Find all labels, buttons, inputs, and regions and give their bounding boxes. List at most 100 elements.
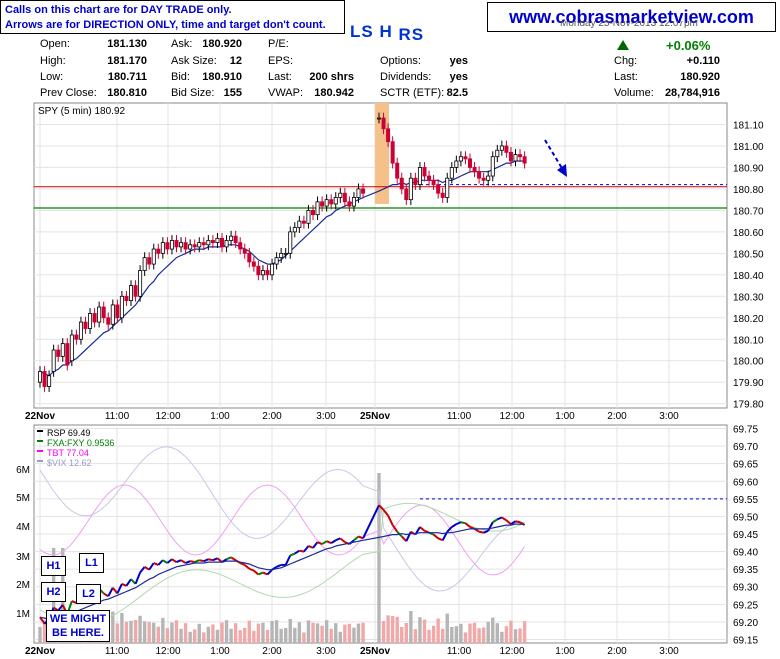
rsp-segment (226, 556, 232, 561)
dividends-value: yes (449, 71, 468, 83)
rsp-segment (478, 530, 484, 534)
price-y-tick-label: 181.10 (733, 120, 764, 131)
rsp-segment (216, 557, 223, 563)
price-y-ticks: 181.10 181.00 180.90 180.80 180.70 180.60 180.… (733, 120, 764, 410)
volume-bar (206, 626, 211, 643)
breadth-grid (34, 425, 727, 643)
candle-body (110, 304, 115, 325)
candle-body (38, 371, 43, 383)
volume-bar (477, 628, 481, 643)
breadth-y-ticks: 69.75 69.70 69.65 69.60 69.55 69.50 69.45 69.40… (733, 425, 758, 647)
candle-body (179, 242, 184, 248)
candle-body (47, 375, 52, 387)
price-x-tick-label: 25Nov (360, 411, 390, 422)
site-url[interactable]: www.cobrasmarketview.com (487, 2, 776, 32)
volume-bar (233, 623, 238, 643)
candle-body (513, 154, 518, 162)
ticker-label: LS H RS (350, 22, 424, 44)
price-y-tick-label: 180.80 (733, 185, 764, 196)
volume-bar (243, 627, 247, 643)
volume-bar (133, 620, 138, 643)
candle-body (413, 177, 418, 186)
rsp-segment (289, 552, 296, 557)
candle-body (256, 265, 261, 276)
legend-swatch (37, 440, 43, 442)
bid-size-label: Bid Size: (171, 87, 215, 99)
volume-bar (238, 630, 242, 643)
change-percent: +0.06% (666, 38, 711, 53)
price-x-tick-label: 2:00 (262, 411, 282, 422)
open-label: Open: (40, 38, 70, 50)
rsp-segment (496, 516, 503, 521)
breadth-y-tick-label: 69.55 (733, 495, 758, 506)
volume-bar (174, 620, 179, 643)
candle-body (356, 188, 361, 198)
rsp-segment (171, 558, 178, 563)
tbt-line (39, 484, 526, 576)
volume-bar (115, 623, 120, 643)
candle-body (486, 175, 491, 181)
sctr-value: 82.5 (446, 87, 468, 99)
rsp-segment (148, 562, 155, 571)
rsp-segment (378, 504, 385, 511)
volume-bar (252, 630, 256, 643)
volume-bar (409, 611, 413, 643)
last2-label: Last: (614, 71, 638, 83)
rsp-segment (39, 616, 46, 625)
rsp-segment (294, 549, 300, 555)
candle-body (88, 313, 93, 329)
volume-bar (279, 628, 283, 643)
volume-bar (463, 632, 468, 643)
volume-y-ticks: 6M 5M 4M 3M 2M 1M (16, 465, 30, 620)
rsp-segment (312, 541, 319, 549)
candle-body (128, 285, 133, 302)
volume-bar (495, 623, 499, 643)
candle-body (454, 160, 459, 168)
candle-body (422, 167, 427, 177)
candle-body (342, 192, 347, 203)
volume-bar (413, 629, 418, 643)
h1-label: H1 (41, 556, 66, 576)
price-x-tick-label: 3:00 (316, 411, 336, 422)
volume-value: 28,784,916 (664, 87, 720, 99)
rsp-segment (176, 559, 182, 564)
candle-body (60, 343, 65, 357)
breadth-y-tick-label: 69.45 (733, 530, 758, 541)
breadth-y-tick-label: 69.75 (733, 425, 758, 436)
candle-body (265, 270, 270, 276)
candle-body (490, 156, 495, 177)
volume-bar (188, 631, 192, 643)
volume-bar (293, 627, 297, 643)
legend-swatch (37, 460, 43, 462)
candle-body (395, 162, 400, 179)
volume-bar (270, 621, 274, 643)
ask-label: Ask: (171, 38, 193, 50)
breadth-x-tick-label: 3:00 (316, 646, 336, 657)
volume-bar (468, 623, 472, 643)
rsp-segment (180, 559, 187, 564)
volume-bar (427, 629, 431, 643)
rsp-segment (432, 533, 439, 540)
volume-bar (404, 623, 408, 643)
candle-body (160, 242, 165, 254)
volume-bar (486, 621, 490, 643)
candle-body (147, 257, 152, 265)
rsp-segment (358, 535, 364, 540)
candle-body (242, 248, 247, 254)
breadth-y-tick-label: 69.35 (733, 565, 758, 576)
breadth-y-tick-label: 69.25 (733, 600, 758, 611)
rsp-segment (116, 583, 123, 594)
open-value: 181.130 (107, 38, 147, 50)
candle-body (386, 128, 391, 143)
low-label: Low: (40, 71, 64, 83)
rsp-segment (107, 587, 114, 597)
volume-y-tick-label: 3M (16, 552, 30, 563)
vix-line (39, 446, 525, 592)
volume-bar (220, 622, 224, 643)
volume-bar (284, 628, 288, 643)
breadth-y-tick-label: 69.20 (733, 618, 758, 629)
ticker-label-h: H (379, 22, 393, 41)
bid-size-value: 155 (223, 87, 242, 99)
candle-body (522, 156, 527, 164)
